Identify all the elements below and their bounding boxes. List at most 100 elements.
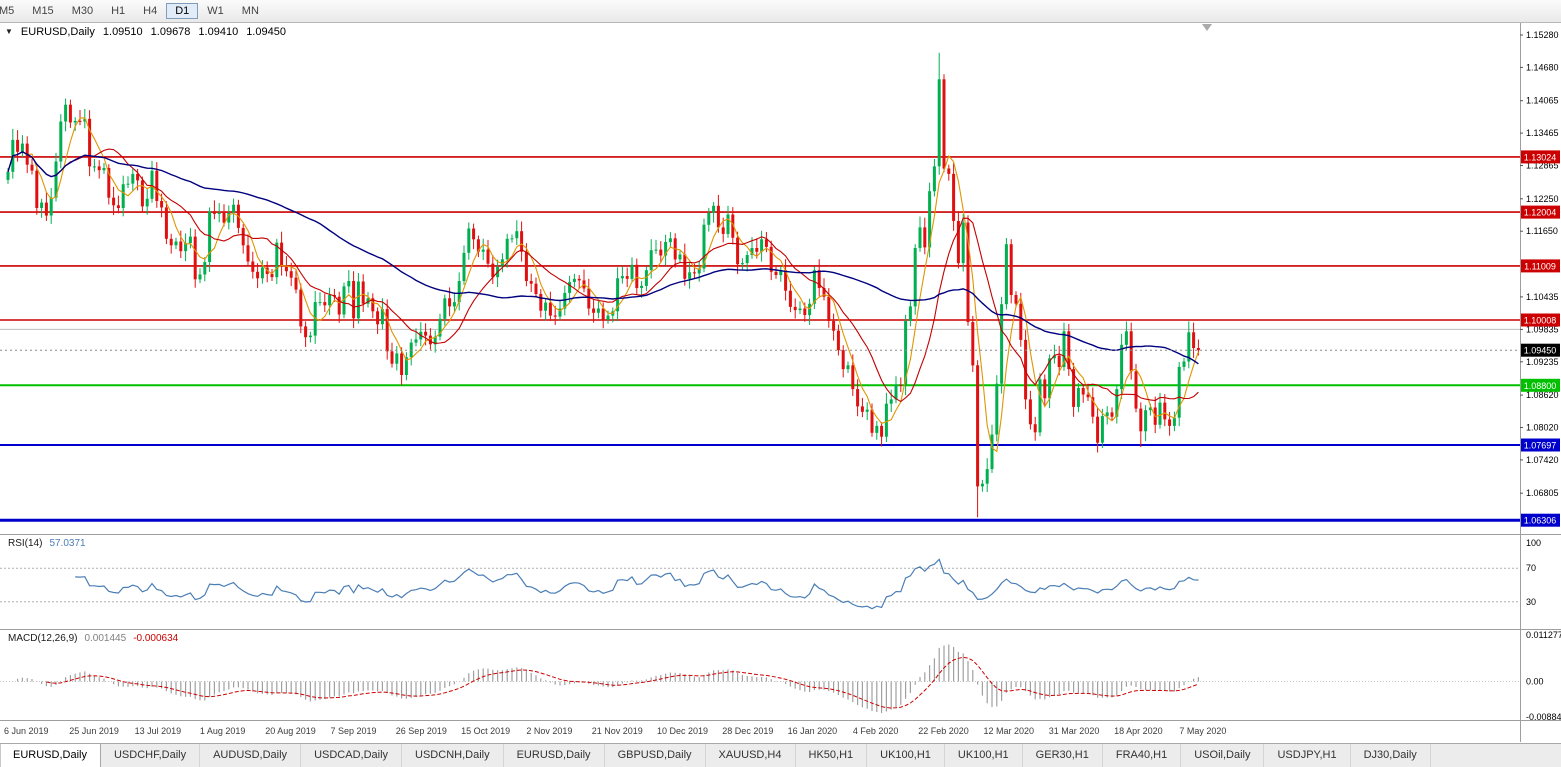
macd-axis-bottom: -0.0088454 <box>1526 712 1561 722</box>
date-label: 15 Oct 2019 <box>461 726 510 736</box>
date-label: 22 Feb 2020 <box>918 726 969 736</box>
timeframe-button-h4[interactable]: H4 <box>143 5 158 17</box>
chart-tab-usdcad-daily[interactable]: USDCAD,Daily <box>301 744 403 767</box>
svg-text:1.11009: 1.11009 <box>1524 261 1556 271</box>
date-label: 13 Jul 2019 <box>135 726 182 736</box>
price-tick-label: 1.13465 <box>1526 128 1559 138</box>
ohlc-high: 1.09678 <box>150 26 191 38</box>
chart-symbol-text: EURUSD,Daily <box>20 26 95 38</box>
price-tick-label: 1.08620 <box>1526 390 1559 400</box>
chart-tab-fra40-h1[interactable]: FRA40,H1 <box>1103 744 1182 767</box>
timeframe-button-mn[interactable]: MN <box>241 5 259 17</box>
chart-tab-dj30-daily[interactable]: DJ30,Daily <box>1351 744 1431 767</box>
chart-tab-xauusd-h4[interactable]: XAUUSD,H4 <box>706 744 796 767</box>
price-tick-label: 1.06805 <box>1526 488 1559 498</box>
price-label-1.08800: 1.08800 <box>1521 378 1560 392</box>
ohlc-close: 1.09450 <box>246 26 286 38</box>
price-label-1.10008: 1.10008 <box>1521 313 1560 327</box>
date-label: 20 Aug 2019 <box>265 726 316 736</box>
price-tick-label: 1.07420 <box>1526 455 1559 465</box>
timeframe-button-m5[interactable]: M5 <box>0 5 15 17</box>
macd-name: MACD(12,26,9) <box>8 633 78 644</box>
svg-text:1.09450: 1.09450 <box>1524 346 1557 356</box>
date-label: 2 Nov 2019 <box>526 726 572 736</box>
chart-tab-usdchf-daily[interactable]: USDCHF,Daily <box>101 744 201 767</box>
macd-panel: 0.011277 0.00 -0.0088454 <box>0 630 1561 722</box>
ma-line-55 <box>7 151 1199 365</box>
chart-tab-usoil-daily[interactable]: USOil,Daily <box>1181 744 1265 767</box>
timeframe-button-m15[interactable]: M15 <box>32 5 54 17</box>
price-label-1.11009: 1.11009 <box>1521 259 1560 273</box>
rsi-panel: 100 70 30 <box>0 538 1541 610</box>
price-tick-label: 1.08020 <box>1526 422 1559 432</box>
chart-shift-marker <box>1202 24 1212 31</box>
rsi-axis-label: 70 <box>1526 563 1536 573</box>
date-label: 1 Aug 2019 <box>200 726 246 736</box>
rsi-value: 57.0371 <box>49 538 86 549</box>
price-axis[interactable]: 1.15280 1.14680 1.14065 1.13465 1.12865 1.122… <box>1520 30 1560 527</box>
svg-text:1.08800: 1.08800 <box>1524 381 1557 391</box>
macd-main-value: 0.001445 <box>84 633 127 644</box>
svg-text:1.12004: 1.12004 <box>1524 208 1557 218</box>
macd-indicator-label: MACD(12,26,9) 0.001445 -0.000634 <box>8 633 178 644</box>
macd-axis-zero: 0.00 <box>1526 677 1544 687</box>
date-axis[interactable]: 6 Jun 2019 25 Jun 2019 13 Jul 2019 1 Aug 20… <box>4 726 1226 736</box>
price-tick-label: 1.09835 <box>1526 324 1559 334</box>
price-tick-label: 1.15280 <box>1526 30 1559 40</box>
price-label-1.12004: 1.12004 <box>1521 205 1560 219</box>
date-label: 7 May 2020 <box>1179 726 1226 736</box>
candlestick-series <box>6 52 1200 518</box>
chart-tab-uk100-h1[interactable]: UK100,H1 <box>945 744 1023 767</box>
price-label-1.07697: 1.07697 <box>1521 438 1560 452</box>
macd-axis-top: 0.011277 <box>1526 630 1561 640</box>
svg-text:1.13024: 1.13024 <box>1524 152 1557 162</box>
chart-canvas[interactable]: 100 70 30 0.011277 0.00 -0.0088454 1.15280 1.14… <box>0 0 1561 743</box>
macd-signal-value: -0.000634 <box>133 633 179 644</box>
macd-histogram <box>17 644 1200 713</box>
timeframe-button-d1[interactable]: D1 <box>166 3 199 19</box>
chart-tab-eurusd-daily[interactable]: EURUSD,Daily <box>0 744 101 767</box>
price-tick-label: 1.14065 <box>1526 96 1559 106</box>
chart-tab-uk100-h1[interactable]: UK100,H1 <box>867 744 945 767</box>
rsi-indicator-label: RSI(14) 57.0371 <box>8 538 86 549</box>
date-label: 12 Mar 2020 <box>984 726 1035 736</box>
rsi-axis-label: 100 <box>1526 538 1541 548</box>
date-label: 4 Feb 2020 <box>853 726 899 736</box>
chart-background[interactable] <box>0 22 1561 743</box>
date-label: 10 Dec 2019 <box>657 726 708 736</box>
date-label: 7 Sep 2019 <box>331 726 377 736</box>
rsi-name: RSI(14) <box>8 538 43 549</box>
timeframe-button-m30[interactable]: M30 <box>71 5 94 17</box>
chart-tab-hk50-h1[interactable]: HK50,H1 <box>796 744 868 767</box>
date-label: 21 Nov 2019 <box>592 726 643 736</box>
date-label: 6 Jun 2019 <box>4 726 49 736</box>
chart-tab-gbpusd-daily[interactable]: GBPUSD,Daily <box>605 744 706 767</box>
chart-tab-audusd-daily[interactable]: AUDUSD,Daily <box>200 744 302 767</box>
timeframe-button-w1[interactable]: W1 <box>207 5 224 17</box>
chart-tab-ger30-h1[interactable]: GER30,H1 <box>1023 744 1103 767</box>
date-label: 31 Mar 2020 <box>1049 726 1100 736</box>
rsi-axis-label: 30 <box>1526 597 1536 607</box>
date-label: 16 Jan 2020 <box>788 726 838 736</box>
date-label: 26 Sep 2019 <box>396 726 447 736</box>
chart-tab-usdjpy-h1[interactable]: USDJPY,H1 <box>1264 744 1351 767</box>
svg-text:1.06306: 1.06306 <box>1524 516 1557 526</box>
price-label-1.09450: 1.09450 <box>1521 343 1560 357</box>
chart-tab-usdcnh-daily[interactable]: USDCNH,Daily <box>402 744 504 767</box>
date-label: 18 Apr 2020 <box>1114 726 1163 736</box>
price-label-1.13024: 1.13024 <box>1521 150 1560 164</box>
chart-symbol-label: ▼ EURUSD,Daily 1.09510 1.09678 1.09410 1… <box>5 26 286 38</box>
timeframe-button-h1[interactable]: H1 <box>111 5 126 17</box>
chart-tab-eurusd-daily[interactable]: EURUSD,Daily <box>504 744 605 767</box>
ohlc-open: 1.09510 <box>102 26 143 38</box>
ma-line-13 <box>7 148 1199 403</box>
svg-text:1.07697: 1.07697 <box>1524 440 1557 450</box>
price-label-1.06306: 1.06306 <box>1521 513 1560 527</box>
price-tick-label: 1.12250 <box>1526 194 1559 204</box>
chart-dropdown-icon[interactable]: ▼ <box>5 27 13 36</box>
price-tick-label: 1.09235 <box>1526 357 1559 367</box>
svg-text:1.10008: 1.10008 <box>1524 316 1557 326</box>
ma-line-5 <box>7 117 1199 453</box>
price-tick-label: 1.10435 <box>1526 292 1559 302</box>
